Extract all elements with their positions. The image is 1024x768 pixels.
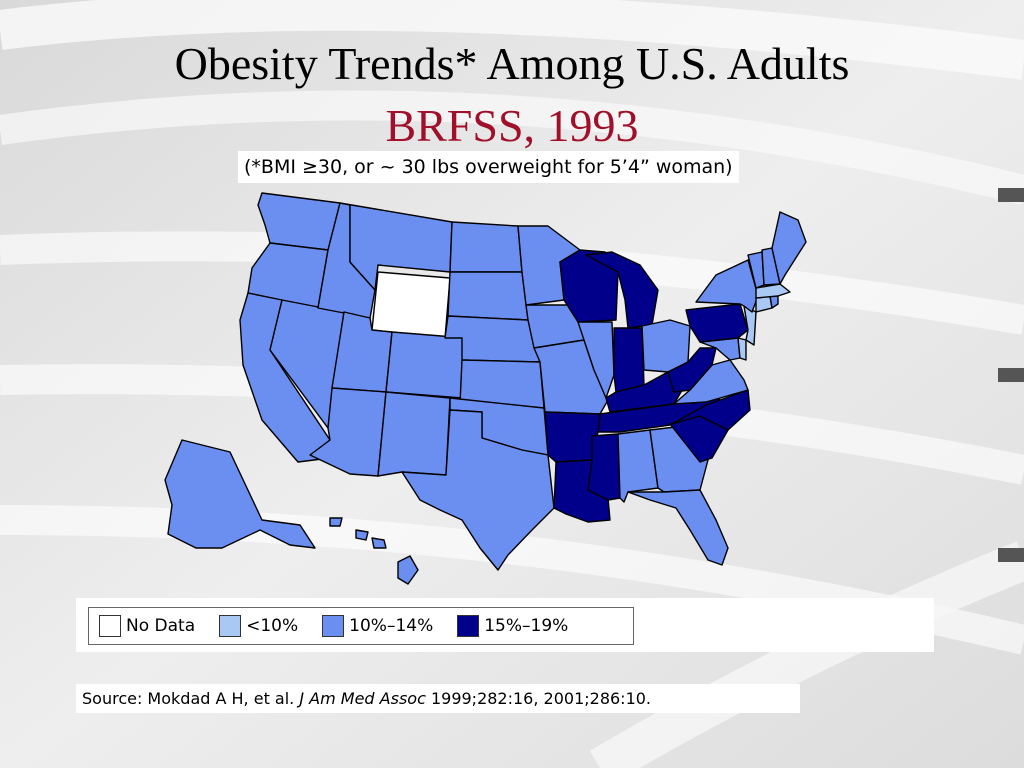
state-SD bbox=[447, 271, 529, 321]
state-DE bbox=[737, 337, 747, 361]
state-WA bbox=[257, 192, 341, 251]
state-RI bbox=[769, 295, 779, 309]
legend-item-10-14: 10%–14% bbox=[322, 615, 433, 637]
slide-title: Obesity Trends* Among U.S. Adults bbox=[174, 38, 850, 89]
legend-panel: No Data <10% 10%–14% 15%–19% bbox=[76, 598, 934, 652]
state-HI bbox=[397, 555, 419, 585]
legend-swatch bbox=[219, 615, 242, 637]
legend-label: 15%–19% bbox=[484, 616, 569, 636]
state-ND bbox=[449, 221, 523, 273]
legend-item-15-19: 15%–19% bbox=[457, 615, 568, 637]
state-NC bbox=[671, 389, 751, 431]
legend-label: 10%–14% bbox=[349, 616, 434, 636]
map-legend: No Data <10% 10%–14% 15%–19% bbox=[88, 607, 634, 645]
legend-label: No Data bbox=[126, 616, 196, 636]
state-IN bbox=[613, 327, 645, 393]
legend-swatch bbox=[99, 615, 121, 637]
state-TX bbox=[401, 409, 555, 571]
legend-label: <10% bbox=[246, 616, 299, 636]
state-FL bbox=[627, 489, 729, 566]
state-NM bbox=[377, 391, 451, 477]
state-WI bbox=[559, 249, 619, 323]
state-WV bbox=[667, 347, 717, 393]
source-citation: Source: Mokdad A H, et al. J Am Med Asso… bbox=[76, 684, 800, 713]
slide-subtitle: BRFSS, 1993 bbox=[385, 100, 639, 151]
state-NJ bbox=[743, 305, 757, 346]
state-MS bbox=[587, 433, 621, 501]
legend-item-lt10: <10% bbox=[219, 615, 298, 637]
state-ME bbox=[771, 211, 807, 285]
state-WY bbox=[371, 271, 451, 339]
state-AK bbox=[164, 439, 316, 549]
legend-swatch bbox=[322, 615, 345, 637]
legend-swatch bbox=[457, 615, 480, 637]
state-HI-group bbox=[329, 517, 419, 585]
bmi-footnote: (*BMI ≥30, or ~ 30 lbs overweight for 5’… bbox=[238, 151, 739, 183]
state-PA bbox=[685, 303, 749, 343]
state-NY bbox=[695, 259, 759, 313]
state-CO bbox=[385, 331, 467, 399]
legend-item-no-data: No Data bbox=[99, 615, 195, 637]
